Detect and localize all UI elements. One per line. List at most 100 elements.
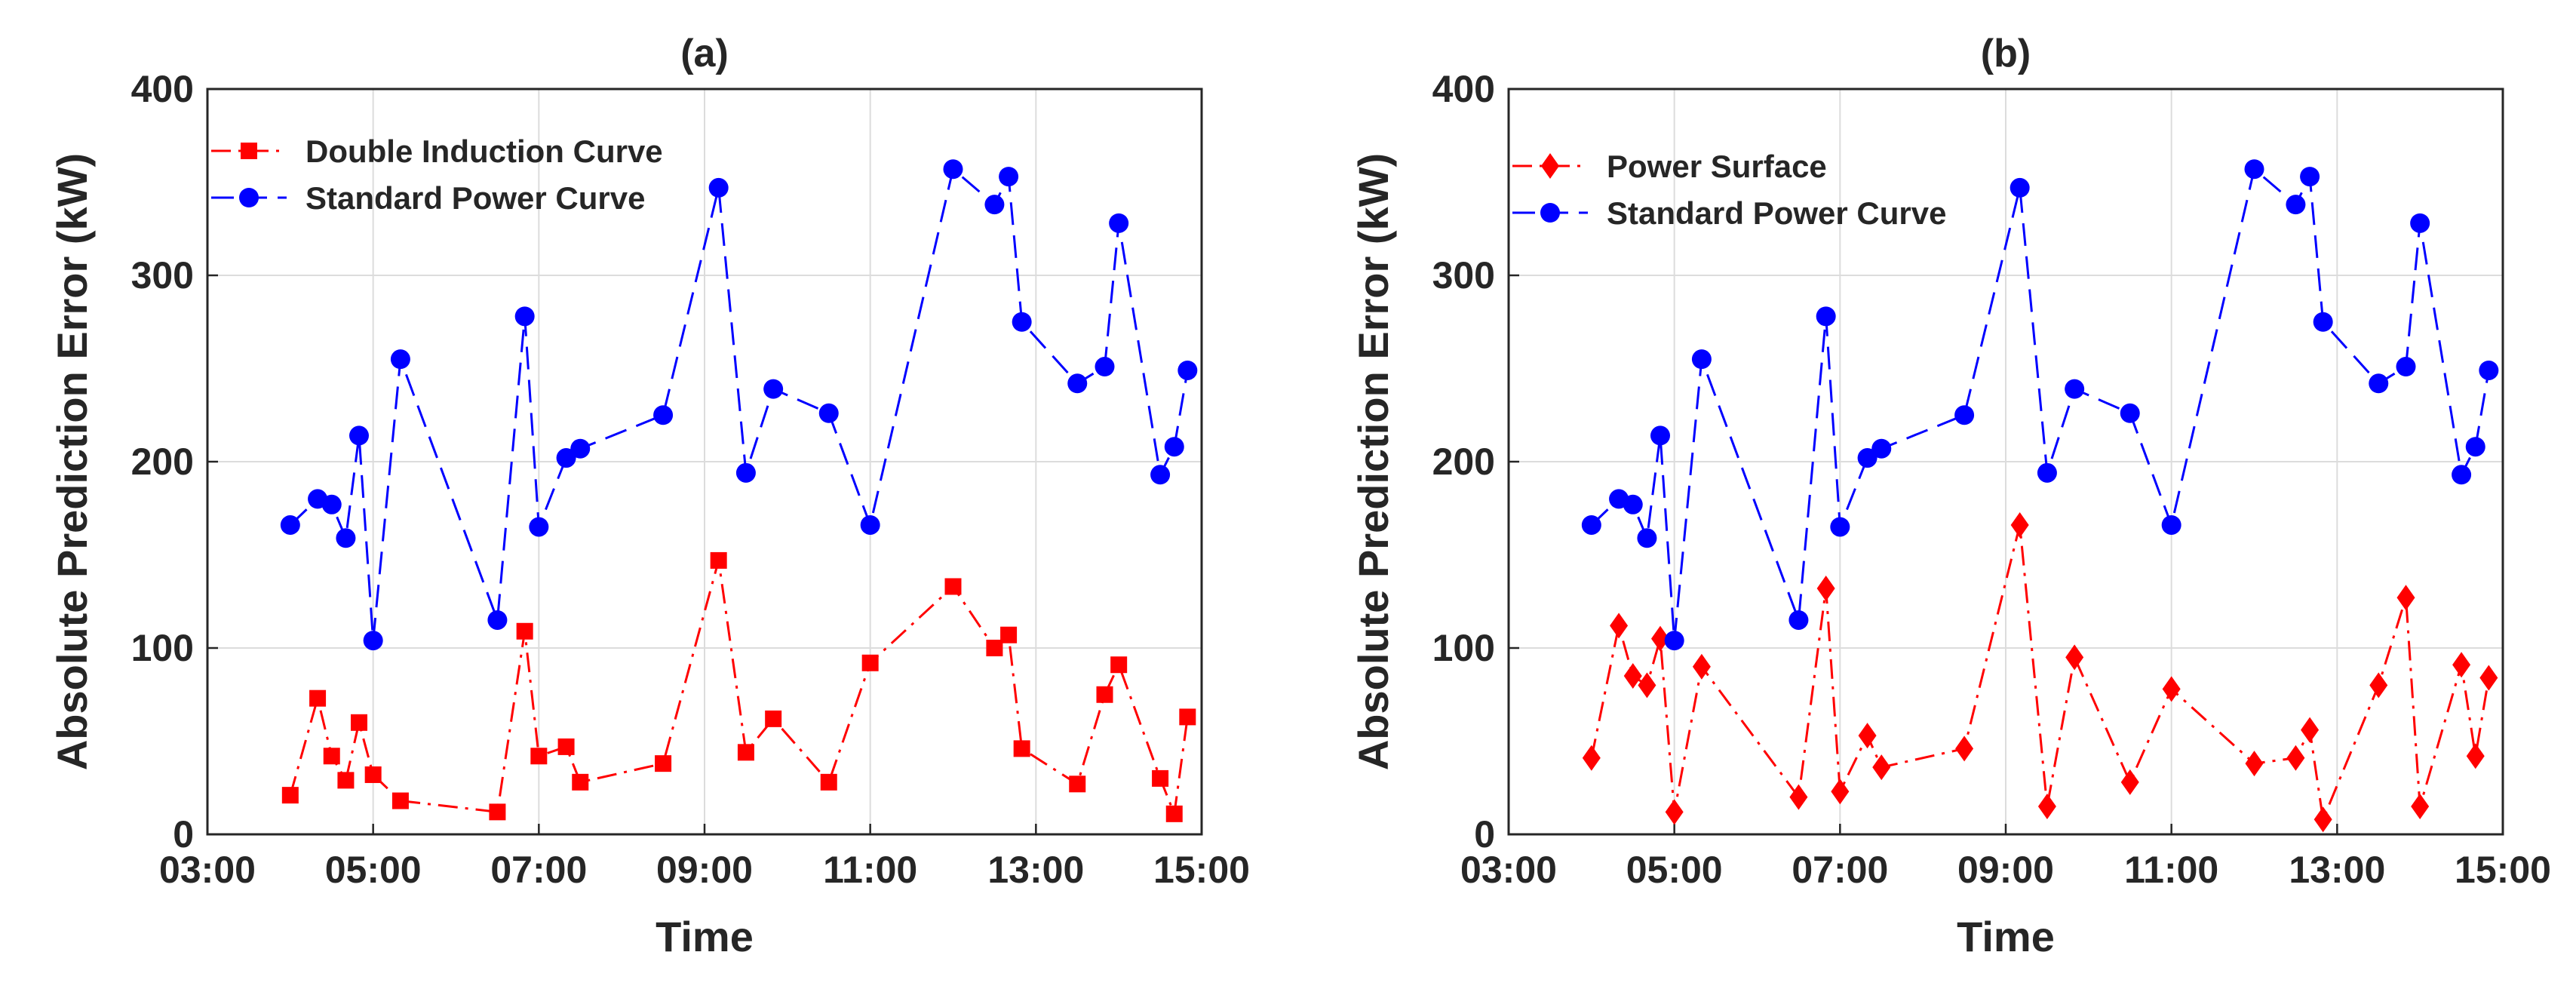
data-point xyxy=(1650,425,1670,446)
data-point xyxy=(363,631,383,651)
data-point xyxy=(321,494,342,514)
data-point xyxy=(1000,626,1018,643)
data-point xyxy=(570,438,591,459)
data-point xyxy=(1665,799,1684,825)
y-tick-label: 400 xyxy=(131,68,194,110)
data-point xyxy=(1623,663,1642,689)
x-tick-label: 13:00 xyxy=(2289,849,2385,891)
data-point xyxy=(1110,656,1128,674)
data-point xyxy=(860,514,880,535)
axes-frame xyxy=(1507,88,2504,836)
data-point xyxy=(820,773,837,791)
data-point xyxy=(2396,585,2415,611)
data-point xyxy=(1816,575,1835,601)
chart-panel-b: 03:00 05:00 07:00 09:00 11:00 13:00 15:00 0 100 2… xyxy=(1349,32,2551,960)
data-point xyxy=(336,528,356,548)
data-point xyxy=(818,403,839,423)
data-point xyxy=(1637,528,1657,548)
data-point xyxy=(2452,652,2471,678)
series-line-0 xyxy=(1590,524,2490,824)
data-point xyxy=(1177,360,1198,380)
data-point xyxy=(1831,779,1850,805)
data-point xyxy=(2465,437,2485,457)
data-point xyxy=(572,773,589,791)
data-point xyxy=(281,787,299,804)
data-point xyxy=(2410,213,2430,233)
data-point xyxy=(2411,793,2430,819)
x-tick-label: 03:00 xyxy=(159,849,256,891)
chart-title: (b) xyxy=(1981,32,2031,75)
data-point xyxy=(944,578,962,595)
series-line-0 xyxy=(289,560,1189,818)
data-point xyxy=(2313,312,2333,332)
x-tick-label: 07:00 xyxy=(1792,849,1888,891)
legend-marker xyxy=(241,143,257,159)
data-point xyxy=(1095,357,1115,377)
data-point xyxy=(1109,213,1129,233)
data-point xyxy=(1165,805,1183,822)
x-tick-label: 11:00 xyxy=(2124,849,2218,891)
data-point xyxy=(556,448,576,468)
data-point xyxy=(1638,672,1656,699)
x-tick-label: 13:00 xyxy=(987,849,1084,891)
data-point xyxy=(323,748,340,765)
data-point xyxy=(1816,306,1836,327)
x-tick-label: 05:00 xyxy=(1626,849,1723,891)
data-point xyxy=(2065,379,2085,399)
data-point xyxy=(1610,613,1629,639)
data-point xyxy=(1581,514,1601,535)
data-point xyxy=(489,803,506,821)
y-tick-label: 300 xyxy=(131,254,194,296)
data-point xyxy=(2369,373,2389,394)
data-point xyxy=(2010,511,2029,538)
y-tick-label: 300 xyxy=(1432,254,1495,296)
data-point xyxy=(1164,437,1184,457)
data-point xyxy=(2301,717,2320,743)
data-point xyxy=(1858,723,1877,749)
data-point xyxy=(391,792,409,809)
x-tick-label: 15:00 xyxy=(1153,849,1250,891)
y-tick-label: 0 xyxy=(173,813,194,855)
legend-label: Standard Power Curve xyxy=(305,180,645,216)
data-point xyxy=(943,159,963,180)
data-point xyxy=(653,405,674,425)
data-point xyxy=(1582,745,1601,771)
data-point xyxy=(309,689,327,707)
x-tick-label: 05:00 xyxy=(325,849,422,891)
data-point xyxy=(1012,312,1032,332)
data-point xyxy=(390,349,410,370)
y-tick-label: 200 xyxy=(131,441,194,483)
data-point xyxy=(765,710,782,727)
data-point xyxy=(516,622,533,640)
y-tick-label: 200 xyxy=(1432,441,1495,483)
data-point xyxy=(557,738,575,755)
data-point xyxy=(364,766,382,783)
axes-frame xyxy=(206,88,1203,836)
data-point xyxy=(1692,653,1711,680)
data-point xyxy=(2162,676,2181,702)
data-point xyxy=(529,517,549,537)
y-tick-label: 0 xyxy=(1474,813,1495,855)
data-point xyxy=(1179,708,1196,726)
data-point xyxy=(1871,438,1892,459)
chart-title: (a) xyxy=(680,32,729,75)
data-point xyxy=(2466,743,2485,769)
chart-panel-a: 03:00 05:00 07:00 09:00 11:00 13:00 15:00 0 100 2… xyxy=(48,32,1250,960)
data-point xyxy=(1691,349,1712,370)
data-point xyxy=(2313,806,2332,833)
x-tick-label: 09:00 xyxy=(1957,849,2054,891)
data-point xyxy=(735,462,756,483)
data-point xyxy=(350,714,367,731)
data-point xyxy=(337,772,355,789)
data-point xyxy=(986,640,1003,656)
legend-label: Standard Power Curve xyxy=(1607,195,1946,231)
data-point xyxy=(2479,360,2499,380)
data-point xyxy=(2300,167,2320,187)
data-point xyxy=(1789,784,1808,810)
data-point xyxy=(861,654,879,671)
x-tick-label: 09:00 xyxy=(656,849,753,891)
data-point xyxy=(2286,195,2306,215)
data-point xyxy=(348,425,369,446)
y-axis-label: Absolute Prediction Error (kW) xyxy=(48,153,96,770)
